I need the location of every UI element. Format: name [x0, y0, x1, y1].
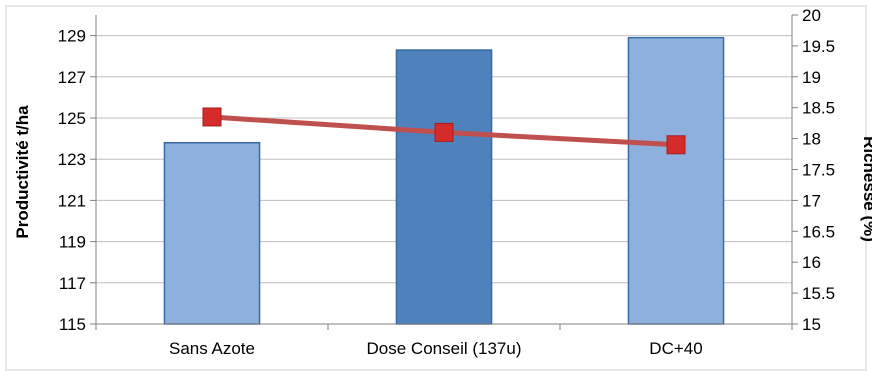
- y-tick-label-119: 119: [59, 233, 86, 252]
- bar-2: [627, 36, 725, 325]
- y2-tick-label-18: 18: [802, 130, 821, 149]
- tick-labels: 115 117 119 121 123 125 127 129 15 15.5 16 16.5 17 17…: [58, 6, 835, 358]
- richesse-point-1: [434, 122, 454, 142]
- bar-0: [163, 141, 261, 325]
- y2-tick-label-16.5: 16.5: [802, 222, 835, 241]
- y2-tick-label-17.5: 17.5: [802, 161, 835, 180]
- y2-tick-label-19: 19: [802, 68, 821, 87]
- bars: [163, 36, 725, 325]
- y-tick-label-123: 123: [58, 150, 86, 169]
- richesse-point-2: [666, 135, 686, 155]
- y2-tick-label-19.5: 19.5: [802, 37, 835, 56]
- bar-1: [395, 49, 493, 325]
- y2-axis-title: Richesse (%): [860, 136, 872, 242]
- y-axis-title: Productivité t/ha: [13, 105, 32, 239]
- richesse-point-0: [202, 107, 222, 127]
- richesse-line: [202, 107, 686, 155]
- y-tick-label-121: 121: [58, 191, 86, 210]
- axes: [90, 14, 798, 330]
- y-tick-label-115: 115: [59, 315, 86, 334]
- category-label-0: Sans Azote: [169, 339, 255, 358]
- y2-tick-label-18.5: 18.5: [802, 99, 835, 118]
- y-tick-label-129: 129: [58, 27, 86, 46]
- y-tick-label-117: 117: [59, 274, 86, 293]
- y-tick-label-127: 127: [58, 68, 86, 87]
- y2-tick-label-15: 15: [802, 315, 821, 334]
- category-label-2: DC+40: [649, 339, 702, 358]
- y2-tick-label-15.5: 15.5: [802, 284, 835, 303]
- category-label-1: Dose Conseil (137u): [367, 339, 522, 358]
- y-tick-label-125: 125: [58, 109, 86, 128]
- y2-tick-label-20: 20: [802, 6, 821, 25]
- y2-tick-label-17: 17: [802, 191, 821, 210]
- y2-tick-label-16: 16: [802, 253, 821, 272]
